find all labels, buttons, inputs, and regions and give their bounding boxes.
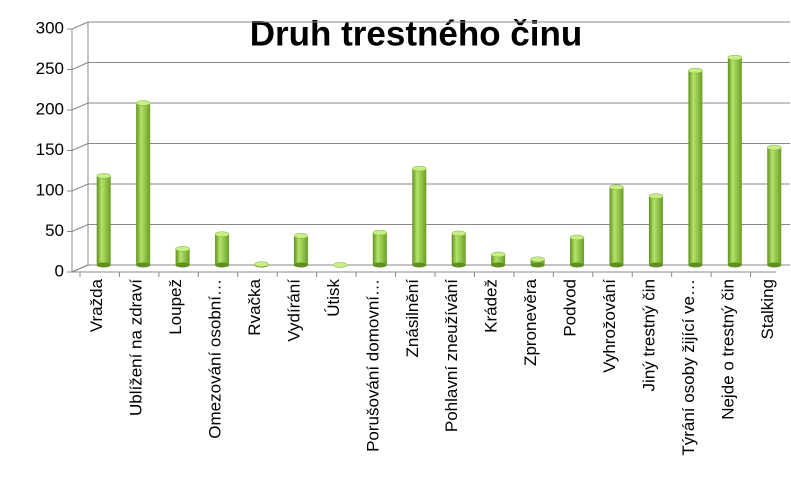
bar-cap xyxy=(254,261,269,267)
x-tick-label: Stalking xyxy=(758,279,777,339)
bar-cap xyxy=(688,67,703,74)
bar-base xyxy=(412,262,427,268)
bar-base xyxy=(530,262,545,268)
bar-base xyxy=(727,262,742,268)
bar-cap xyxy=(333,262,348,268)
x-tick-label: Loupež xyxy=(166,279,185,335)
x-tick-label: Pohlavní zneužívání xyxy=(442,279,461,432)
bar-base xyxy=(293,262,308,268)
x-tick-label: Týrání osoby žijící ve… xyxy=(679,279,698,456)
x-tick-label: Porušování domovní… xyxy=(363,279,382,452)
grid-line-side xyxy=(71,102,89,111)
bar xyxy=(96,175,111,265)
bar xyxy=(767,147,782,265)
grid-line-side xyxy=(71,224,89,232)
y-tick-label: 50 xyxy=(45,221,64,240)
x-tick-label: Rvačka xyxy=(245,278,264,335)
grid-line-side xyxy=(71,21,89,30)
bar-base xyxy=(96,262,111,268)
bar-cap xyxy=(648,193,664,199)
x-tick-label: Krádež xyxy=(482,279,501,333)
bar xyxy=(372,232,387,265)
x-tick-label: Podvod xyxy=(561,279,580,337)
bar-cap xyxy=(767,144,782,151)
bar-cap xyxy=(530,256,545,263)
bar-base xyxy=(451,262,466,268)
bar-base xyxy=(175,262,190,268)
bar-cap xyxy=(412,165,427,172)
bar xyxy=(648,196,663,265)
bar-base xyxy=(136,262,151,268)
y-tick-label: 250 xyxy=(36,59,64,78)
bar-base xyxy=(609,262,624,268)
chart-title: Druh trestného činu xyxy=(250,14,583,53)
bar xyxy=(451,233,466,265)
bar xyxy=(412,168,427,265)
bar-cap xyxy=(293,233,309,239)
bar-cap xyxy=(609,184,624,190)
x-tick-label: Zpronevěra xyxy=(521,278,540,365)
y-tick-label: 100 xyxy=(36,180,64,199)
grid-line-side xyxy=(71,62,89,70)
bar-cap xyxy=(96,173,111,179)
bar-base xyxy=(767,262,782,268)
grid-line-side xyxy=(71,183,89,192)
bar xyxy=(136,103,151,265)
grid-line-side xyxy=(71,264,89,273)
x-tick-label: Útisk xyxy=(324,279,343,317)
bar-cap xyxy=(214,231,230,237)
bar xyxy=(175,248,190,265)
bar xyxy=(530,259,545,265)
bar-cap xyxy=(175,246,190,252)
x-tick-label: Vražda xyxy=(87,278,106,332)
y-tick-label: 200 xyxy=(36,99,64,118)
x-tick-label: Nejde o trestný čin xyxy=(718,279,737,420)
x-tick-label: Omezování osobní… xyxy=(206,279,225,439)
x-tick-label: Ublížení na zdraví xyxy=(127,279,146,416)
x-tick-label: Vyhrožování xyxy=(600,279,619,373)
bar-base xyxy=(215,262,230,268)
bar-base xyxy=(372,262,387,268)
x-tick-label: Znásilnění xyxy=(403,279,422,358)
bar xyxy=(688,70,703,265)
y-tick-label: 0 xyxy=(55,261,64,280)
x-tick-label: Vydírání xyxy=(284,279,303,342)
y-tick-label: 150 xyxy=(36,140,64,159)
y-tick-label: 300 xyxy=(36,18,64,37)
bar xyxy=(727,57,742,265)
bar-base xyxy=(688,262,703,268)
bar xyxy=(215,234,230,265)
x-tick-label: Jiný trestný čin xyxy=(639,279,658,391)
bar-base xyxy=(491,262,506,268)
bar-base xyxy=(570,262,585,268)
bar-cap xyxy=(135,100,151,106)
bar xyxy=(293,235,308,265)
bar xyxy=(570,237,585,265)
bar-cap xyxy=(372,229,388,236)
bar-cap xyxy=(490,251,506,258)
bar-cap xyxy=(569,234,585,241)
grid-line-side xyxy=(71,143,89,151)
bar-cap xyxy=(451,230,466,237)
bar-base xyxy=(648,262,663,268)
bar xyxy=(609,187,624,265)
bar-cap xyxy=(727,54,743,61)
bar xyxy=(491,254,506,265)
